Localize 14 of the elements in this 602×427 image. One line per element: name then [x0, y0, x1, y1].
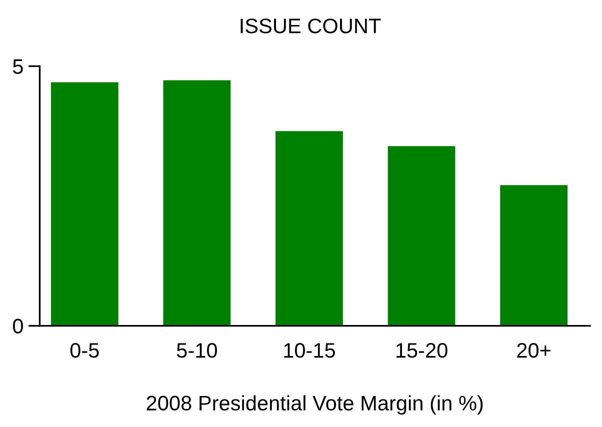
x-tick-label: 5-10: [176, 343, 217, 358]
x-tick-label: 0-5: [70, 343, 99, 358]
bar: [500, 185, 568, 326]
x-axis-title: 2008 Presidential Vote Margin (in %): [146, 395, 483, 415]
bar: [276, 131, 343, 326]
bar: [50, 82, 118, 326]
bar: [163, 80, 231, 326]
y-tick-label: 5: [13, 59, 23, 74]
chart-title: ISSUE COUNT: [240, 18, 381, 34]
x-tick-label: 15-20: [396, 343, 448, 358]
x-tick-label: 20+: [517, 343, 550, 358]
y-tick-label: 0: [12, 318, 23, 334]
bar: [388, 146, 456, 326]
x-tick-label: 10-15: [284, 343, 336, 358]
